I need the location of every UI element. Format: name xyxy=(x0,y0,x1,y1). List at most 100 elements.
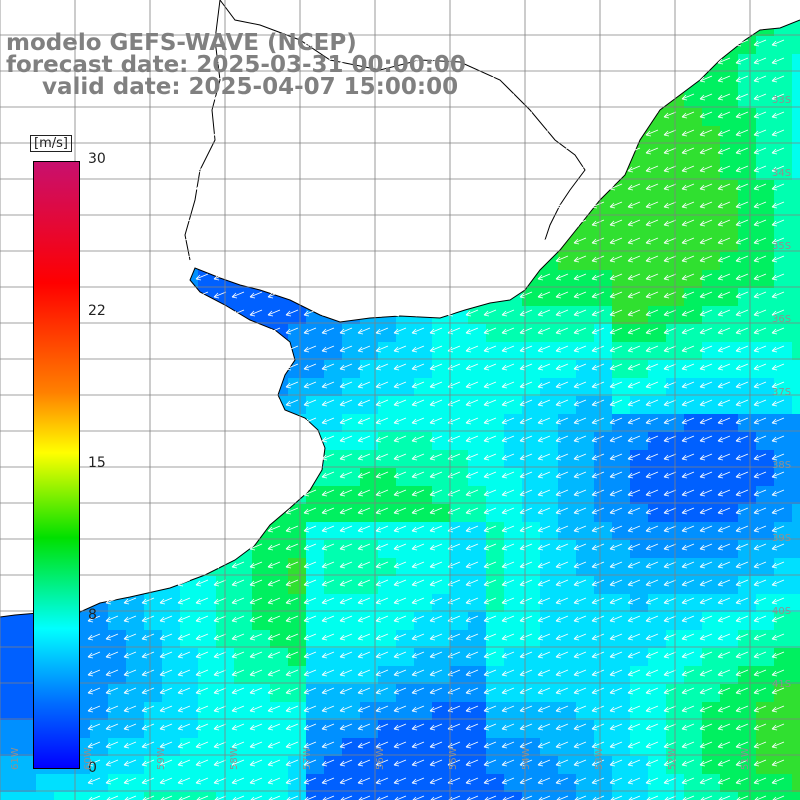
wind-speed-cell xyxy=(522,378,540,396)
wind-arrow xyxy=(303,507,317,515)
wind-arrow xyxy=(411,291,425,299)
wind-arrow xyxy=(123,381,137,389)
wind-arrow xyxy=(771,435,785,443)
wind-arrow xyxy=(375,75,389,83)
wind-arrow xyxy=(159,507,173,515)
wind-arrow xyxy=(483,309,497,317)
wind-speed-cell xyxy=(648,558,666,576)
wind-speed-cell xyxy=(702,558,720,576)
wind-arrow xyxy=(735,273,749,281)
wind-speed-cell xyxy=(612,180,630,198)
wind-arrow xyxy=(231,543,245,551)
wind-speed-cell xyxy=(432,558,450,576)
wind-speed-cell xyxy=(720,162,738,180)
wind-speed-cell xyxy=(108,738,126,756)
wind-arrow xyxy=(592,795,605,800)
wind-speed-cell xyxy=(342,468,360,486)
wind-speed-cell xyxy=(738,270,756,288)
wind-speed-cell xyxy=(648,270,666,288)
wind-arrow xyxy=(429,381,443,389)
wind-speed-cell xyxy=(162,702,180,720)
wind-speed-cell xyxy=(90,774,108,792)
wind-speed-cell xyxy=(288,504,306,522)
wind-arrow xyxy=(213,309,227,317)
wind-arrow xyxy=(303,615,317,623)
wind-arrow xyxy=(339,597,353,605)
wind-arrow xyxy=(267,111,281,119)
wind-arrow xyxy=(177,309,191,317)
wind-speed-cell xyxy=(396,648,414,666)
wind-arrow xyxy=(663,435,677,443)
wind-arrow xyxy=(429,543,443,551)
wind-arrow xyxy=(285,399,299,407)
wind-speed-cell xyxy=(468,414,486,432)
wind-arrow xyxy=(411,669,425,677)
wind-speed-cell xyxy=(630,504,648,522)
wind-arrow xyxy=(663,111,677,119)
wind-arrow xyxy=(339,543,353,551)
wind-arrow xyxy=(267,705,281,713)
wind-arrow xyxy=(87,435,101,443)
wind-arrow xyxy=(105,507,119,515)
wind-speed-cell xyxy=(414,612,432,630)
wind-arrow xyxy=(339,453,353,461)
wind-arrow xyxy=(771,291,785,299)
wind-arrow xyxy=(753,237,767,245)
wind-arrow xyxy=(105,327,119,335)
wind-speed-cell xyxy=(702,126,720,144)
wind-arrow xyxy=(465,489,479,497)
wind-arrow xyxy=(555,201,569,209)
wind-arrow xyxy=(771,93,785,101)
wind-arrow xyxy=(609,705,623,713)
wind-speed-cell xyxy=(684,324,702,342)
wind-arrow xyxy=(573,57,587,65)
wind-arrow xyxy=(339,255,353,263)
wind-arrow xyxy=(556,795,569,800)
wind-speed-cell xyxy=(126,666,144,684)
wind-arrow xyxy=(141,381,155,389)
wind-arrow xyxy=(195,363,209,371)
wind-speed-cell xyxy=(522,774,540,792)
wind-arrow xyxy=(429,633,443,641)
wind-speed-cell xyxy=(306,486,324,504)
wind-speed-cell xyxy=(342,432,360,450)
wind-speed-cell xyxy=(756,414,774,432)
wind-arrow xyxy=(519,93,533,101)
wind-speed-cell xyxy=(540,504,558,522)
wind-speed-cell xyxy=(450,558,468,576)
wind-speed-cell xyxy=(594,216,612,234)
latitude-label: 40S xyxy=(772,606,792,617)
wind-speed-cell xyxy=(684,90,702,108)
wind-arrow xyxy=(393,345,407,353)
wind-speed-cell xyxy=(540,432,558,450)
wind-arrow xyxy=(177,759,191,767)
longitude-label: 51W xyxy=(740,747,751,770)
wind-speed-cell xyxy=(504,774,522,792)
wind-arrow xyxy=(609,651,623,659)
wind-arrow xyxy=(303,93,317,101)
wind-speed-cell xyxy=(702,198,720,216)
wind-speed-cell xyxy=(306,630,324,648)
wind-arrow xyxy=(717,723,731,731)
wind-arrow xyxy=(627,507,641,515)
wind-speed-cell xyxy=(306,594,324,612)
wind-speed-cell xyxy=(0,630,18,648)
wind-arrow xyxy=(663,129,677,137)
wind-arrow xyxy=(412,795,425,800)
wind-arrow xyxy=(321,723,335,731)
wind-speed-cell xyxy=(612,324,630,342)
wind-arrow xyxy=(213,651,227,659)
wind-speed-cell xyxy=(540,270,558,288)
wind-arrow xyxy=(231,219,245,227)
wind-speed-cell xyxy=(270,576,288,594)
wind-arrow xyxy=(591,237,605,245)
wind-arrow xyxy=(357,633,371,641)
wind-arrow xyxy=(411,129,425,137)
wind-arrow xyxy=(141,507,155,515)
wind-arrow xyxy=(717,453,731,461)
wind-arrow xyxy=(753,435,767,443)
wind-arrow xyxy=(717,651,731,659)
wind-arrow xyxy=(177,525,191,533)
wind-speed-cell xyxy=(594,504,612,522)
